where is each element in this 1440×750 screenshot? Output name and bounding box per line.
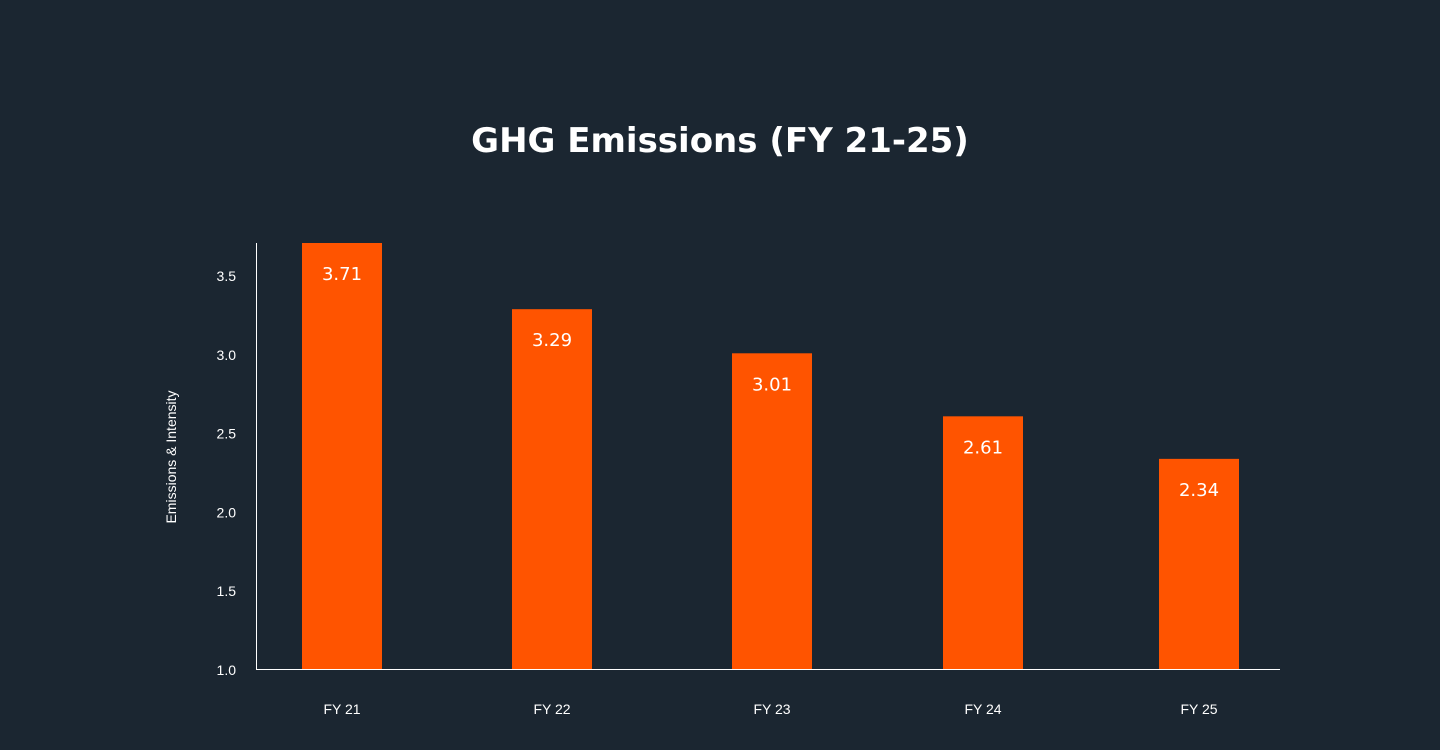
bar [1159, 458, 1239, 670]
x-axis-ticks: FY 21 FY 22 FY 23 FY 24 FY 25 [323, 701, 1217, 717]
x-tick-label: FY 25 [1180, 701, 1217, 717]
x-tick-label: FY 23 [753, 701, 790, 717]
y-tick-label: 1.5 [217, 583, 237, 599]
bar-value-label: 2.61 [963, 437, 1003, 458]
chart-title: GHG Emissions (FY 21-25) [471, 121, 969, 161]
bar-value-label: 3.01 [752, 374, 792, 395]
y-axis-title: Emissions & Intensity [163, 390, 179, 523]
y-tick-label: 2.5 [217, 426, 237, 442]
data-labels-group: 3.71 3.29 3.01 2.61 2.34 [322, 264, 1219, 501]
bar [512, 309, 592, 670]
y-tick-label: 1.0 [217, 662, 237, 678]
y-tick-label: 3.0 [217, 347, 237, 363]
y-tick-label: 3.5 [217, 268, 237, 284]
bar-value-label: 3.29 [532, 330, 572, 351]
bar-value-label: 2.34 [1179, 480, 1219, 501]
bar [943, 416, 1023, 670]
bar [732, 353, 812, 670]
y-tick-label: 2.0 [217, 504, 237, 520]
x-tick-label: FY 22 [533, 701, 570, 717]
bar-value-label: 3.71 [322, 264, 362, 285]
bar [302, 243, 382, 670]
y-axis-ticks: 1.0 1.5 2.0 2.5 3.0 3.5 [217, 268, 237, 678]
x-tick-label: FY 24 [964, 701, 1001, 717]
bars-group [302, 243, 1239, 670]
x-tick-label: FY 21 [323, 701, 360, 717]
